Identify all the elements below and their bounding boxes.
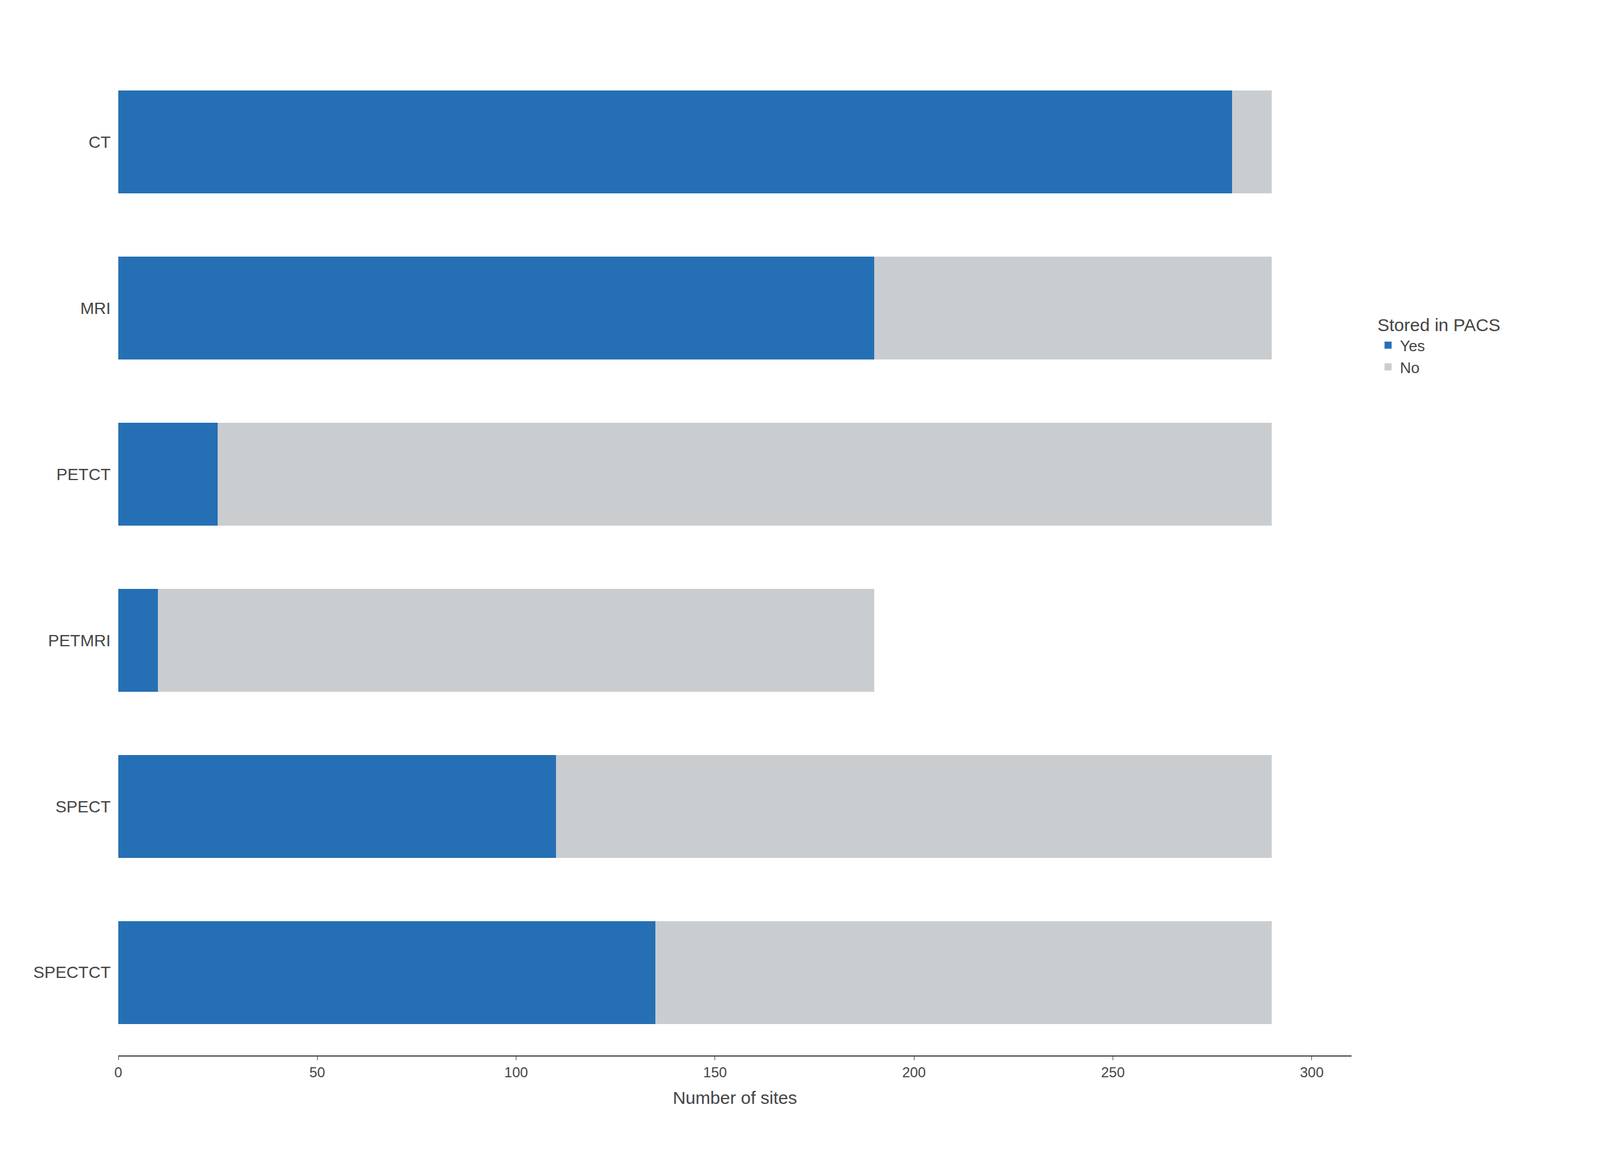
- svg-text:300: 300: [1300, 1064, 1324, 1081]
- svg-text:0: 0: [114, 1064, 122, 1081]
- svg-text:MRI: MRI: [80, 299, 111, 318]
- svg-text:Yes: Yes: [1400, 337, 1425, 355]
- svg-text:250: 250: [1100, 1064, 1125, 1081]
- svg-text:150: 150: [703, 1064, 727, 1081]
- svg-text:PETMRI: PETMRI: [47, 631, 111, 651]
- svg-text:PETCT: PETCT: [56, 465, 111, 484]
- svg-text:CT: CT: [88, 133, 111, 152]
- svg-text:Stored in PACS: Stored in PACS: [1377, 315, 1501, 335]
- svg-text:50: 50: [309, 1064, 326, 1081]
- svg-text:SPECTCT: SPECTCT: [33, 963, 111, 982]
- svg-text:SPECT: SPECT: [55, 797, 111, 817]
- svg-text:100: 100: [504, 1064, 529, 1081]
- svg-text:Number of sites: Number of sites: [672, 1088, 797, 1108]
- svg-text:200: 200: [902, 1064, 926, 1081]
- svg-text:No: No: [1400, 359, 1420, 377]
